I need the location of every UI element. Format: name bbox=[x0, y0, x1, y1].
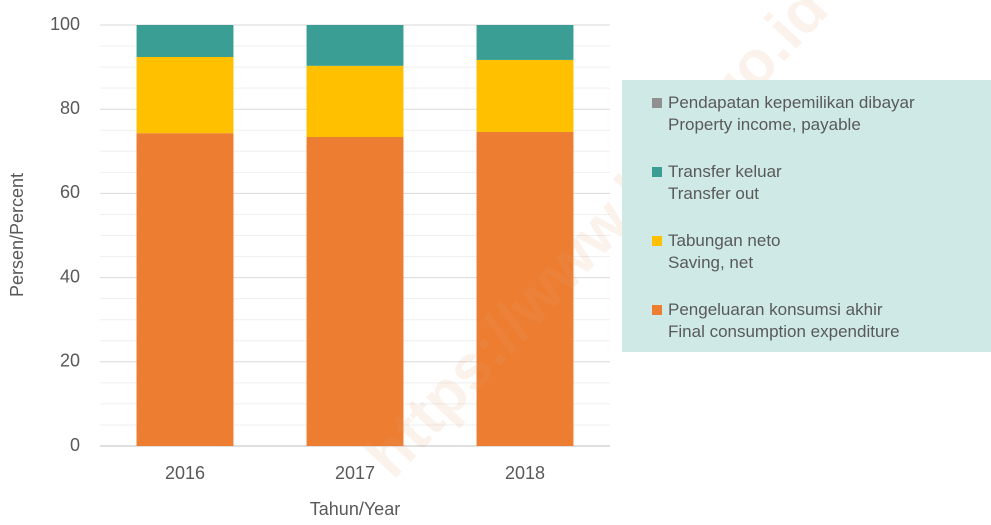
bar-segment bbox=[306, 136, 404, 446]
legend-label: Pengeluaran konsumsi akhir Final consump… bbox=[668, 300, 900, 341]
y-tick-label: 60 bbox=[60, 182, 80, 202]
legend-label: Transfer keluar Transfer out bbox=[668, 162, 782, 203]
legend-swatch bbox=[652, 167, 662, 177]
legend-item: Pendapatan kepemilikan dibayar Property … bbox=[652, 92, 915, 136]
legend: Pengeluaran konsumsi akhir Final consump… bbox=[622, 80, 991, 352]
bar-segment bbox=[136, 133, 234, 446]
y-tick-label: 80 bbox=[60, 98, 80, 118]
legend-swatch bbox=[652, 236, 662, 246]
y-tick-label: 0 bbox=[70, 435, 80, 455]
legend-swatch bbox=[652, 98, 662, 108]
y-axis-title: Persen/Percent bbox=[7, 173, 27, 297]
bar-segment bbox=[306, 65, 404, 137]
legend-item: Pengeluaran konsumsi akhir Final consump… bbox=[652, 299, 900, 343]
x-tick-label: 2017 bbox=[335, 463, 375, 483]
bar-segment bbox=[476, 25, 574, 60]
bar-segment bbox=[476, 131, 574, 446]
legend-label: Tabungan neto Saving, net bbox=[668, 231, 781, 272]
legend-label: Pendapatan kepemilikan dibayar Property … bbox=[668, 93, 915, 134]
y-tick-label: 20 bbox=[60, 351, 80, 371]
y-tick-label: 100 bbox=[50, 14, 80, 34]
legend-item: Tabungan neto Saving, net bbox=[652, 230, 781, 274]
bar-segment bbox=[306, 25, 404, 66]
bar-segment bbox=[136, 25, 234, 57]
x-tick-label: 2016 bbox=[165, 463, 205, 483]
bar-segment bbox=[476, 59, 574, 132]
x-tick-label: 2018 bbox=[505, 463, 545, 483]
legend-item: Transfer keluar Transfer out bbox=[652, 161, 782, 205]
bar-segment bbox=[136, 56, 234, 134]
x-axis-title: Tahun/Year bbox=[310, 499, 400, 519]
y-tick-label: 40 bbox=[60, 266, 80, 286]
legend-swatch bbox=[652, 305, 662, 315]
